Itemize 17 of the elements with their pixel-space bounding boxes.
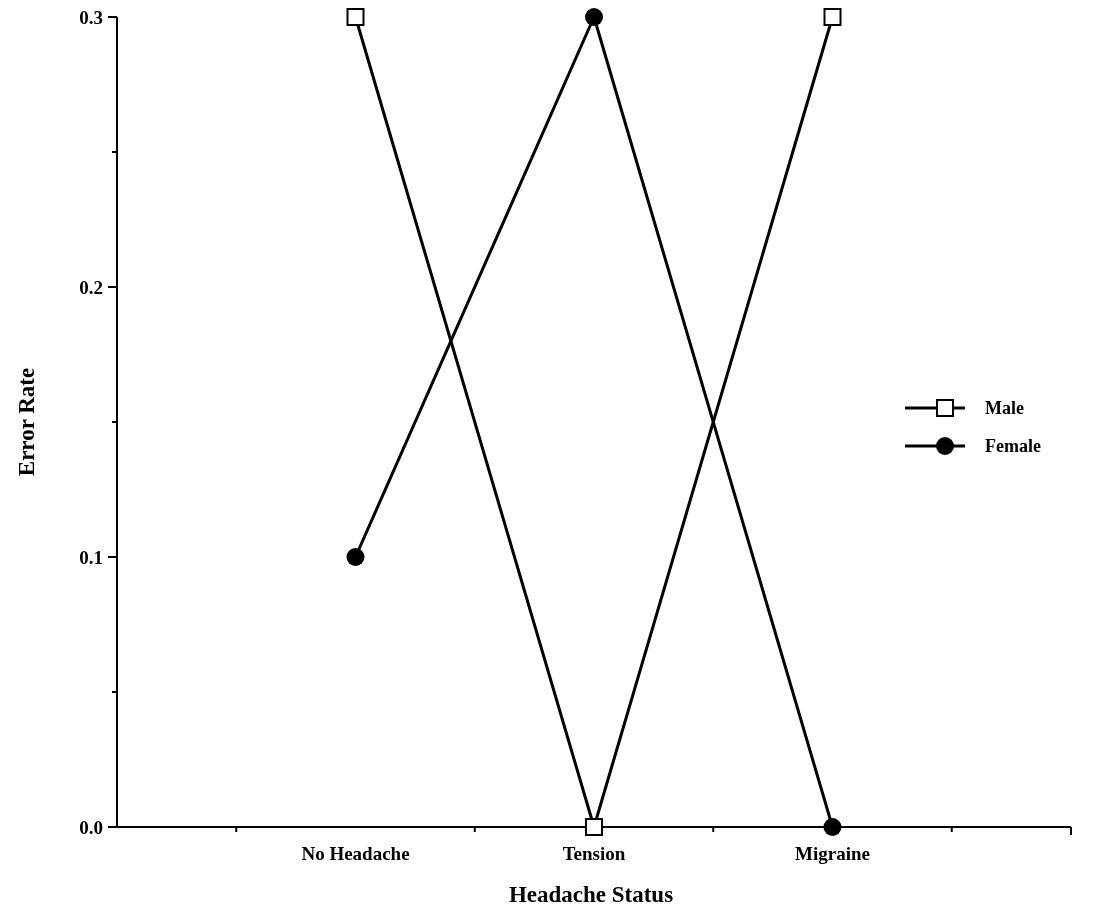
x-tick-label: No Headache: [301, 843, 410, 864]
x-tick-label: Tension: [562, 843, 626, 864]
point: [585, 818, 603, 836]
point: [823, 818, 842, 836]
y-tick-label: 0.1: [79, 546, 103, 568]
point: [346, 548, 365, 566]
y-tick-label: 0.0: [79, 816, 103, 838]
x-axis-title: Headache Status: [508, 882, 674, 907]
y-axis-title: Error Rate: [14, 367, 39, 477]
legend-label: Female: [985, 436, 1041, 457]
x-tick-label: Migraine: [795, 843, 870, 864]
legend-label: Male: [985, 398, 1024, 419]
point: [346, 8, 365, 26]
point: [823, 8, 842, 26]
y-tick-label: 0.3: [79, 6, 103, 28]
y-tick-label: 0.2: [79, 276, 103, 298]
point: [585, 8, 603, 26]
